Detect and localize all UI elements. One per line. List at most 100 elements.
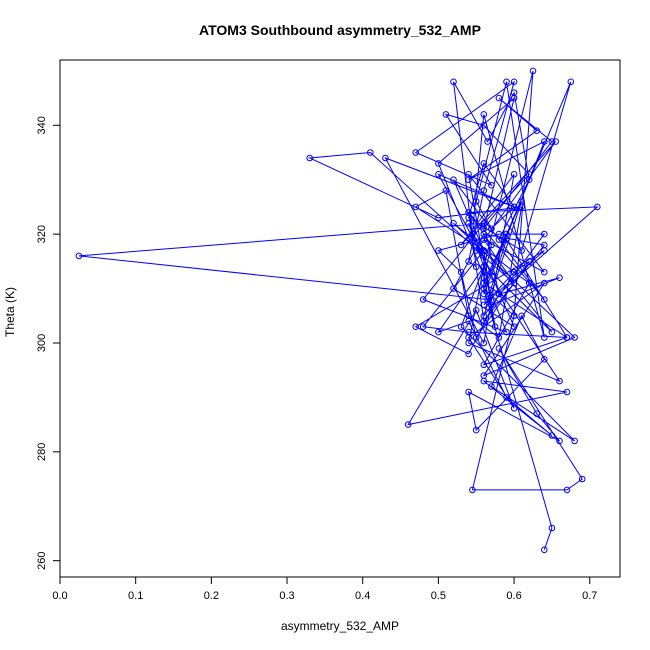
data-point — [518, 247, 525, 254]
data-point — [480, 160, 488, 167]
data-point — [548, 138, 556, 145]
data-point — [510, 89, 518, 96]
x-axis: 0.0 0.1 0.2 0.3 0.4 0.5 0.6 0.7 — [52, 576, 597, 602]
data-point — [472, 263, 480, 271]
plot-frame — [59, 59, 621, 578]
data-point — [435, 160, 442, 167]
data-point — [465, 350, 472, 358]
data-point — [472, 247, 480, 254]
data-point — [571, 334, 578, 341]
data-point — [541, 138, 548, 145]
data-point — [412, 323, 420, 331]
data-point — [419, 296, 427, 303]
data-point — [442, 187, 450, 194]
data-point — [480, 252, 488, 260]
data-point — [465, 328, 472, 336]
data-point — [548, 432, 556, 439]
data-point — [465, 339, 472, 347]
data-point — [529, 67, 537, 75]
data-point — [465, 209, 472, 216]
data-point — [541, 268, 548, 276]
data-point — [495, 345, 503, 352]
data-point — [450, 176, 457, 183]
data-point — [510, 279, 518, 287]
data-point — [525, 258, 533, 265]
data-point — [472, 307, 480, 314]
data-point — [548, 524, 556, 532]
data-point — [450, 220, 457, 227]
data-point — [556, 274, 563, 282]
data-point — [510, 312, 518, 320]
data-point — [563, 486, 571, 494]
data-point — [541, 334, 548, 341]
series-lines — [78, 70, 599, 550]
data-point — [457, 268, 465, 276]
data-point — [484, 296, 491, 303]
data-point — [533, 127, 541, 134]
data-point — [567, 78, 575, 86]
data-point — [510, 203, 518, 211]
data-point — [469, 230, 476, 238]
data-point — [465, 388, 472, 396]
x-tick-label: 0.4 — [355, 590, 370, 602]
chart-title: ATOM3 Southbound asymmetry_532_AMP — [199, 22, 481, 38]
data-point — [563, 388, 571, 396]
data-point — [480, 230, 488, 238]
data-point — [480, 301, 488, 309]
data-point — [518, 312, 525, 320]
data-point — [541, 230, 548, 238]
data-point — [488, 301, 495, 309]
data-point — [533, 410, 541, 418]
data-point — [465, 171, 472, 178]
data-point — [541, 241, 548, 249]
data-point — [548, 328, 556, 336]
data-point — [541, 296, 548, 303]
data-point — [306, 154, 314, 162]
data-point — [465, 312, 472, 320]
data-point — [480, 220, 488, 227]
data-point — [435, 247, 442, 254]
x-axis-label: asymmetry_532_AMP — [281, 619, 399, 633]
data-point — [435, 214, 442, 222]
data-point — [510, 323, 518, 331]
y-tick-label: 320 — [36, 225, 48, 243]
data-point — [488, 181, 495, 189]
series-line — [78, 70, 599, 550]
data-point — [552, 138, 560, 145]
data-point — [480, 187, 488, 194]
data-point — [578, 475, 586, 483]
data-point — [480, 274, 488, 282]
data-point — [472, 198, 480, 205]
y-tick-label: 340 — [36, 116, 48, 134]
data-point — [480, 317, 488, 325]
data-point — [469, 486, 476, 494]
data-point — [435, 328, 442, 336]
x-tick-label: 0.2 — [204, 590, 219, 602]
data-point — [510, 405, 518, 412]
data-point — [488, 241, 495, 249]
data-point — [75, 252, 83, 260]
y-axis-label: Theta (K) — [3, 287, 17, 337]
data-point — [495, 290, 503, 298]
data-point — [412, 203, 420, 211]
data-point — [488, 225, 495, 232]
data-point — [480, 339, 488, 347]
data-point — [491, 323, 499, 331]
data-point — [556, 377, 563, 385]
data-point — [503, 328, 510, 336]
data-point — [541, 356, 548, 363]
x-tick-label: 0.7 — [582, 590, 597, 602]
x-tick-label: 0.5 — [431, 590, 446, 602]
data-point — [525, 176, 533, 183]
data-point — [503, 394, 510, 401]
data-point — [480, 361, 488, 369]
data-point — [525, 279, 533, 287]
data-point — [442, 111, 450, 118]
data-point — [571, 437, 578, 445]
data-point — [495, 94, 503, 102]
data-point — [412, 149, 420, 156]
data-point — [495, 334, 503, 341]
data-point — [382, 154, 389, 162]
data-point — [472, 426, 480, 434]
